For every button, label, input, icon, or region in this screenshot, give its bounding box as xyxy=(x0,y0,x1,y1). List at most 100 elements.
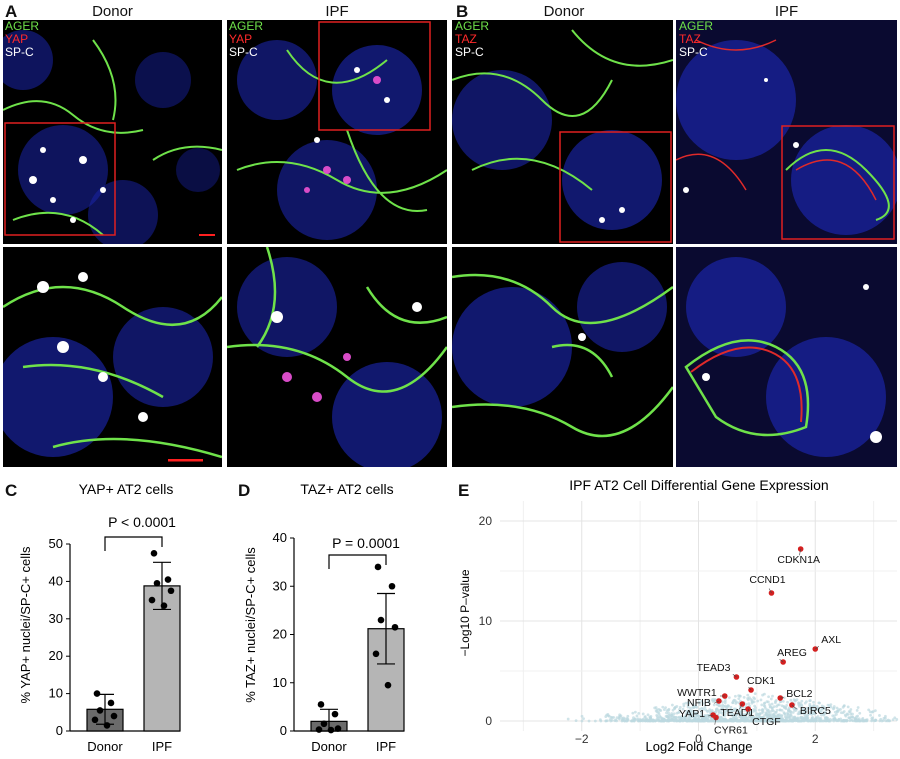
gene-label-birc5: BIRC5 xyxy=(800,705,831,717)
y-tick-label: 40 xyxy=(49,573,63,588)
gene-point xyxy=(712,703,716,707)
gene-point xyxy=(744,703,748,706)
gene-point xyxy=(886,718,890,722)
gene-point xyxy=(800,699,804,703)
gene-point xyxy=(599,719,603,723)
gene-point xyxy=(721,700,724,704)
gene-point xyxy=(893,716,897,720)
gene-label-axl: AXL xyxy=(821,634,841,646)
gene-point xyxy=(769,710,773,713)
significance-bracket xyxy=(328,554,387,569)
channel-ager: AGER xyxy=(679,19,714,33)
data-point xyxy=(320,720,328,728)
gene-point xyxy=(812,710,816,713)
gene-point xyxy=(612,716,616,719)
gene-point xyxy=(733,694,737,698)
gene-point xyxy=(844,719,848,723)
gene-point xyxy=(646,713,650,717)
gene-point xyxy=(757,716,760,720)
data-point xyxy=(384,681,392,689)
significance-bracket xyxy=(104,536,163,551)
gene-point xyxy=(670,703,674,707)
gene-point xyxy=(855,715,858,719)
gene-point xyxy=(661,705,665,709)
gene-point xyxy=(700,699,704,703)
gene-point xyxy=(780,718,784,722)
y-tick-label: 10 xyxy=(49,686,63,701)
gene-leader-line xyxy=(748,687,752,691)
micrograph-b-ipf-zoom xyxy=(676,247,897,467)
gene-point xyxy=(687,701,691,705)
gene-point xyxy=(829,705,833,709)
gene-point xyxy=(823,719,827,723)
gene-point xyxy=(692,718,696,722)
gene-point xyxy=(883,716,887,720)
gene-point xyxy=(735,719,738,723)
gene-point xyxy=(855,718,859,722)
gene-point xyxy=(689,706,692,710)
gene-point xyxy=(773,719,777,723)
micrograph-a-ipf-overview xyxy=(227,20,447,244)
x-tick-label: IPF xyxy=(376,739,396,754)
gene-point xyxy=(699,714,702,718)
gene-point xyxy=(760,716,764,720)
gene-point xyxy=(682,702,686,706)
gene-point xyxy=(779,700,783,704)
y-tick-label: 0 xyxy=(280,723,287,738)
gene-point xyxy=(580,719,584,723)
data-point xyxy=(334,725,342,732)
gene-point xyxy=(785,703,789,707)
gene-point xyxy=(891,718,895,722)
gene-point xyxy=(791,719,795,723)
gene-point xyxy=(767,695,770,699)
gene-point xyxy=(721,703,725,707)
gene-point xyxy=(835,713,838,716)
gene-point xyxy=(680,718,684,722)
y-tick-label: 20 xyxy=(479,514,493,528)
gene-point xyxy=(623,719,627,723)
chart-e-volcano: IPF AT2 Cell Differential Gene Expressio… xyxy=(458,477,899,754)
micrograph-b-donor-overview xyxy=(452,20,673,244)
micrograph-b-donor-zoom xyxy=(452,247,673,467)
gene-label-wwtr1: WWTR1 xyxy=(677,687,717,699)
gene-point xyxy=(750,715,754,719)
gene-point xyxy=(746,719,750,723)
y-tick-label: 30 xyxy=(273,578,287,593)
gene-point xyxy=(842,719,846,723)
gene-point xyxy=(770,702,774,706)
panel-b-channel-legend: AGER TAZ SP-C xyxy=(455,20,489,59)
gene-point xyxy=(884,719,888,723)
gene-point xyxy=(667,708,670,712)
significance-annotation: P = 0.0001 xyxy=(332,535,400,551)
plot-area: 0 10 20 30 40 50 Donor IPF xyxy=(49,536,181,754)
y-tick-label: 50 xyxy=(49,536,63,551)
data-point xyxy=(91,716,99,724)
gene-point xyxy=(812,719,815,723)
gene-point xyxy=(734,701,738,705)
gene-point xyxy=(856,706,860,709)
gene-point xyxy=(730,719,734,723)
y-tick-label: 10 xyxy=(479,614,493,628)
gene-point xyxy=(769,717,773,721)
gene-point xyxy=(697,714,700,718)
significance-annotation: P < 0.0001 xyxy=(108,514,176,530)
panel-b-ipf-channel-legend: AGER TAZ SP-C xyxy=(679,20,713,59)
channel-spc: SP-C xyxy=(679,45,708,59)
gene-leader-line xyxy=(714,717,717,725)
gene-label-nfib: NFIB xyxy=(687,697,711,709)
gene-point xyxy=(710,719,714,723)
channel-spc: SP-C xyxy=(455,45,484,59)
gene-leader-line xyxy=(714,700,720,704)
gene-point xyxy=(701,702,705,705)
gene-point xyxy=(698,703,702,707)
gene-point xyxy=(741,715,745,719)
gene-point xyxy=(566,717,570,721)
gene-point xyxy=(833,710,837,714)
data-point xyxy=(377,616,385,624)
gene-point xyxy=(872,719,876,723)
gene-point xyxy=(700,706,704,710)
gene-point xyxy=(753,692,757,696)
y-tick-label: 20 xyxy=(49,648,63,663)
gene-point xyxy=(747,702,751,706)
channel-taz: TAZ xyxy=(455,32,477,46)
